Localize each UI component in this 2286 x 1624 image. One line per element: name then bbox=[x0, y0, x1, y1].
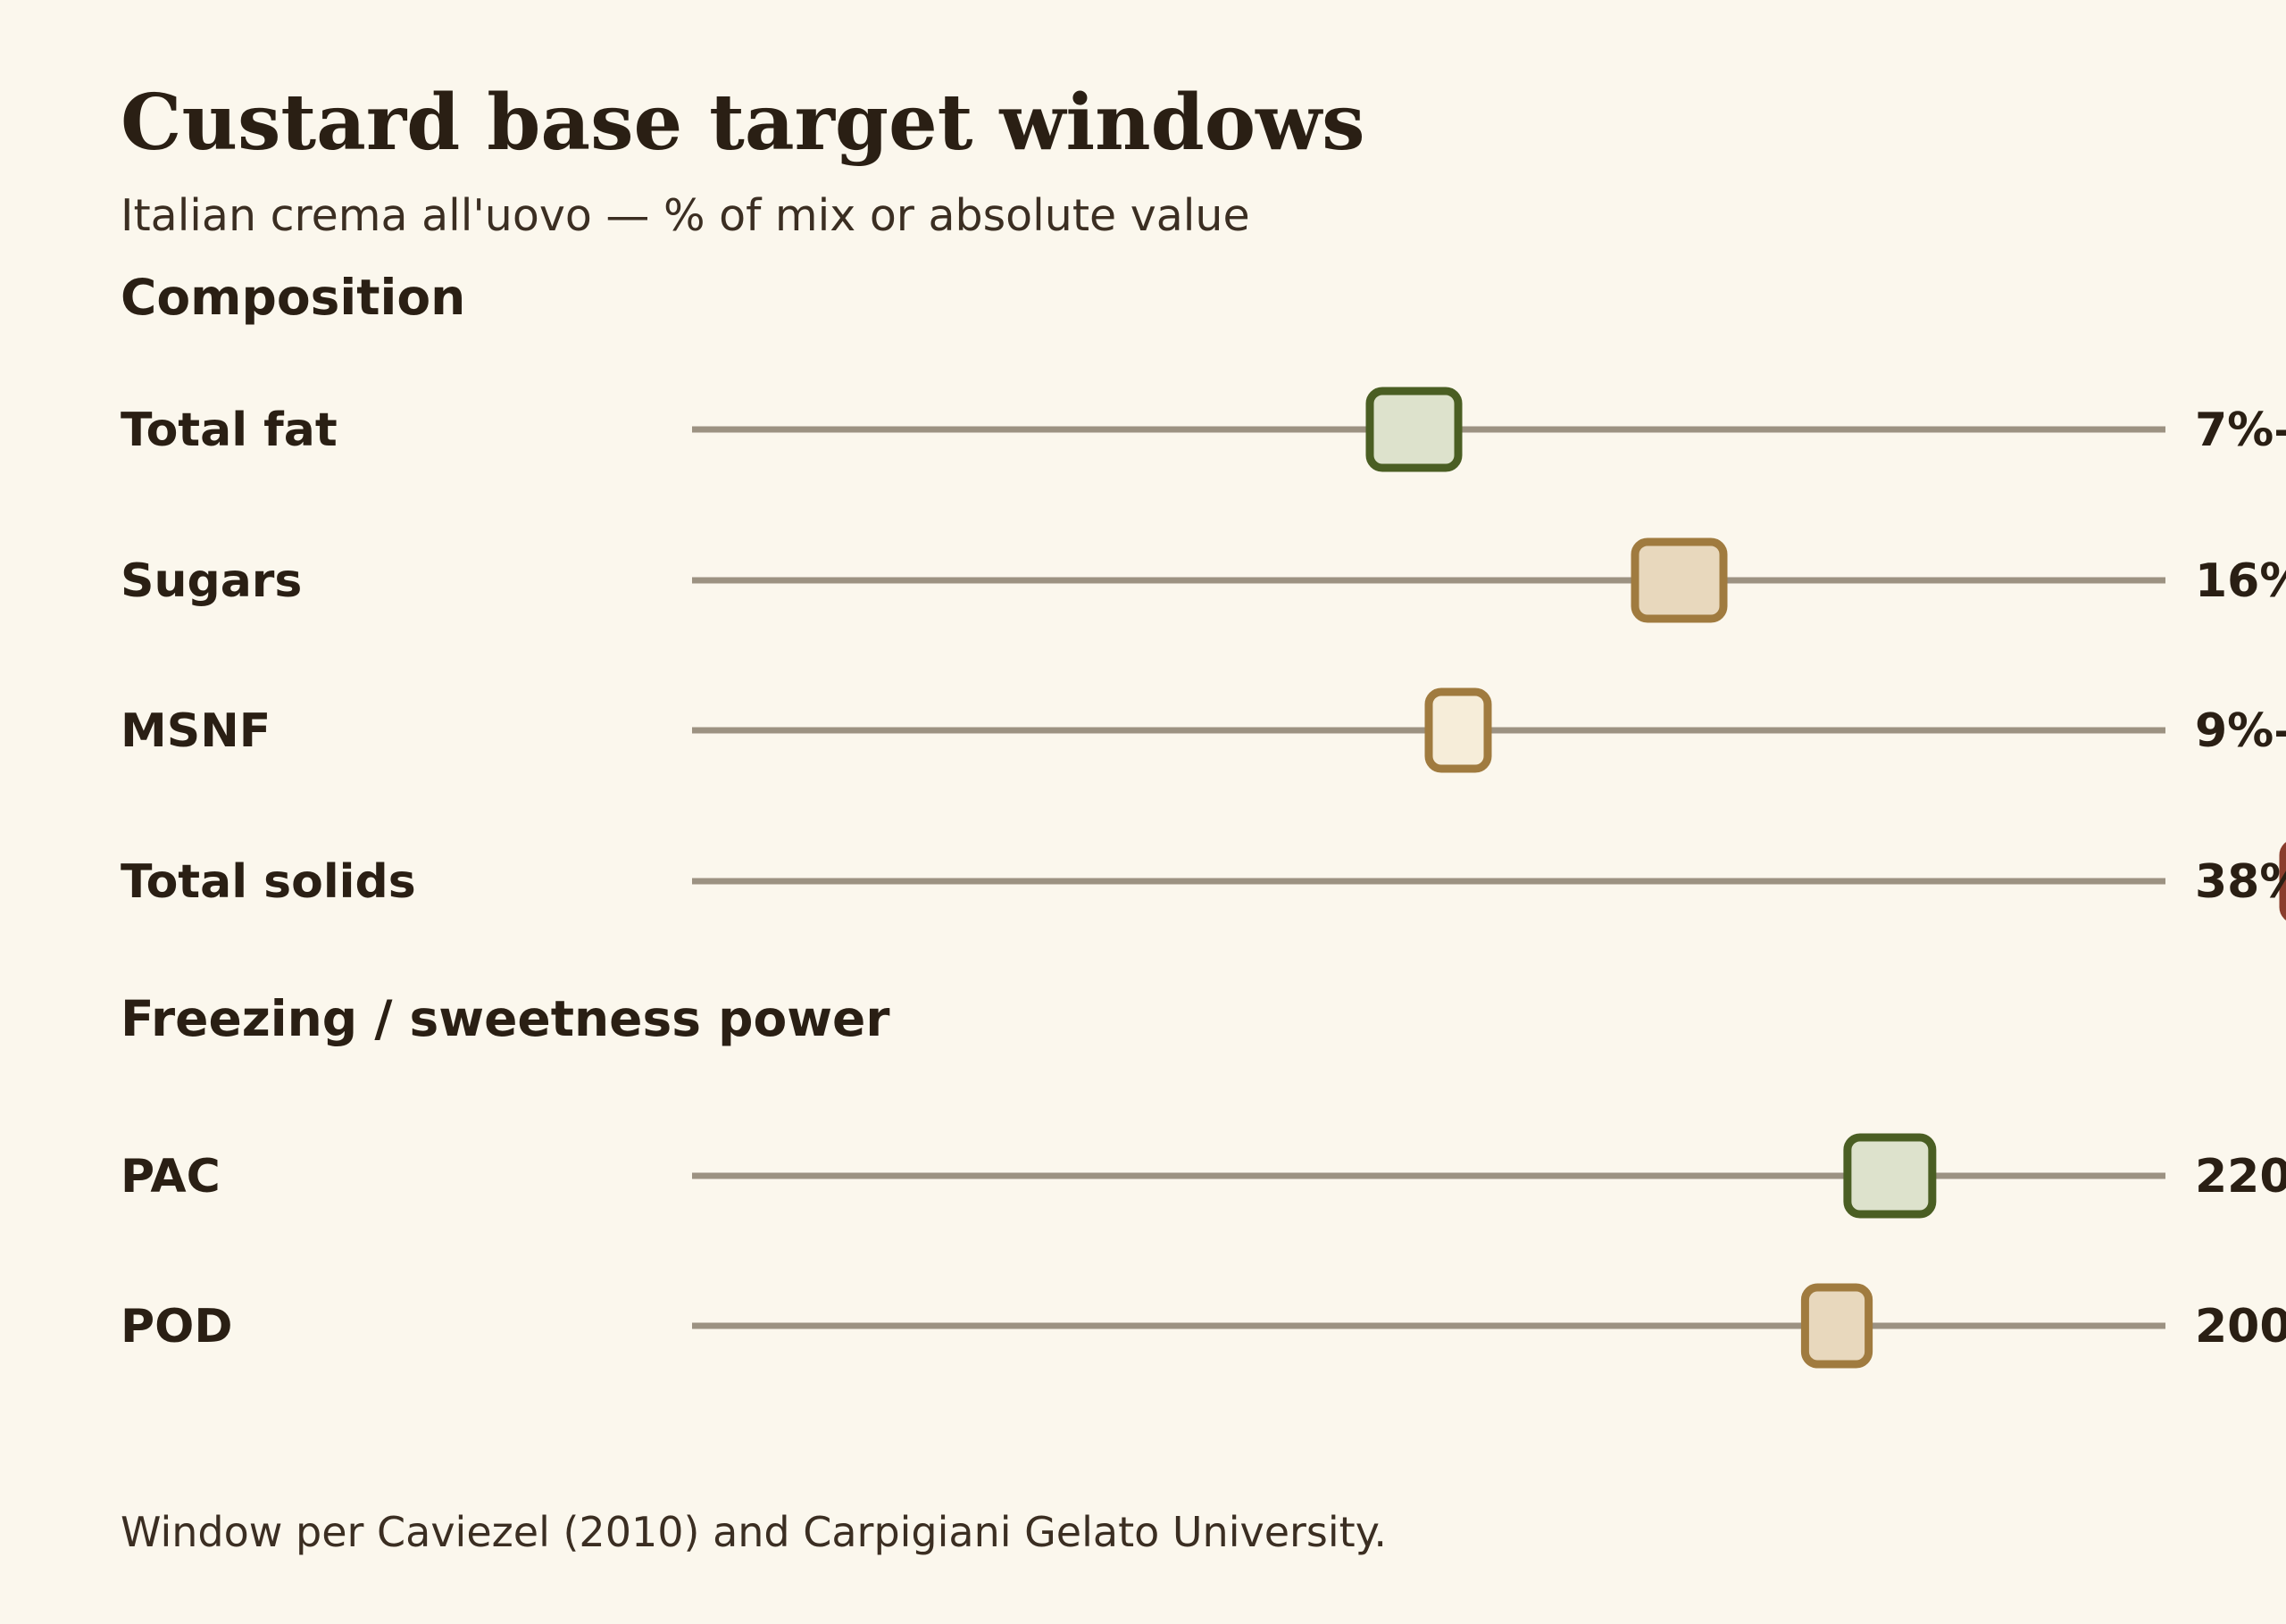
range-row: POD 200 bbox=[121, 1283, 2286, 1369]
row-label: MSNF bbox=[121, 704, 271, 758]
row-label: POD bbox=[121, 1300, 232, 1353]
row-label: PAC bbox=[121, 1150, 221, 1203]
chart-subtitle: Italian crema all'uovo — % of mix or abs… bbox=[121, 190, 1250, 241]
target-window-bar bbox=[1800, 1283, 1873, 1369]
target-window-bar bbox=[1424, 687, 1492, 773]
range-value-label: 220 bbox=[2195, 1150, 2286, 1203]
footnote: Window per Caviezel (2010) and Carpigian… bbox=[121, 1508, 1387, 1556]
range-row: MSNF 9%– bbox=[121, 687, 2286, 773]
chart-title: Custard base target windows bbox=[121, 78, 1365, 168]
section-heading: Freezing / sweetness power bbox=[121, 990, 889, 1047]
section-heading: Composition bbox=[121, 269, 465, 326]
range-row: Total solids 38% bbox=[121, 842, 2286, 920]
row-label: Total fat bbox=[121, 404, 338, 457]
range-row: PAC 220 bbox=[121, 1133, 2286, 1219]
range-row: Total fat 7%– bbox=[121, 387, 2286, 472]
range-value-label: 38% bbox=[2195, 855, 2286, 909]
row-label: Total solids bbox=[121, 855, 416, 909]
target-window-bar bbox=[2279, 842, 2286, 920]
range-value-label: 16% bbox=[2195, 554, 2286, 608]
target-window-bar bbox=[1843, 1133, 1937, 1219]
row-label: Sugars bbox=[121, 554, 302, 608]
range-row: Sugars 16% bbox=[121, 537, 2286, 623]
range-value-label: 200 bbox=[2195, 1300, 2286, 1353]
range-value-label: 9%– bbox=[2195, 704, 2286, 758]
range-value-label: 7%– bbox=[2195, 404, 2286, 457]
target-window-bar bbox=[1631, 537, 1728, 623]
target-window-bar bbox=[1365, 387, 1463, 472]
